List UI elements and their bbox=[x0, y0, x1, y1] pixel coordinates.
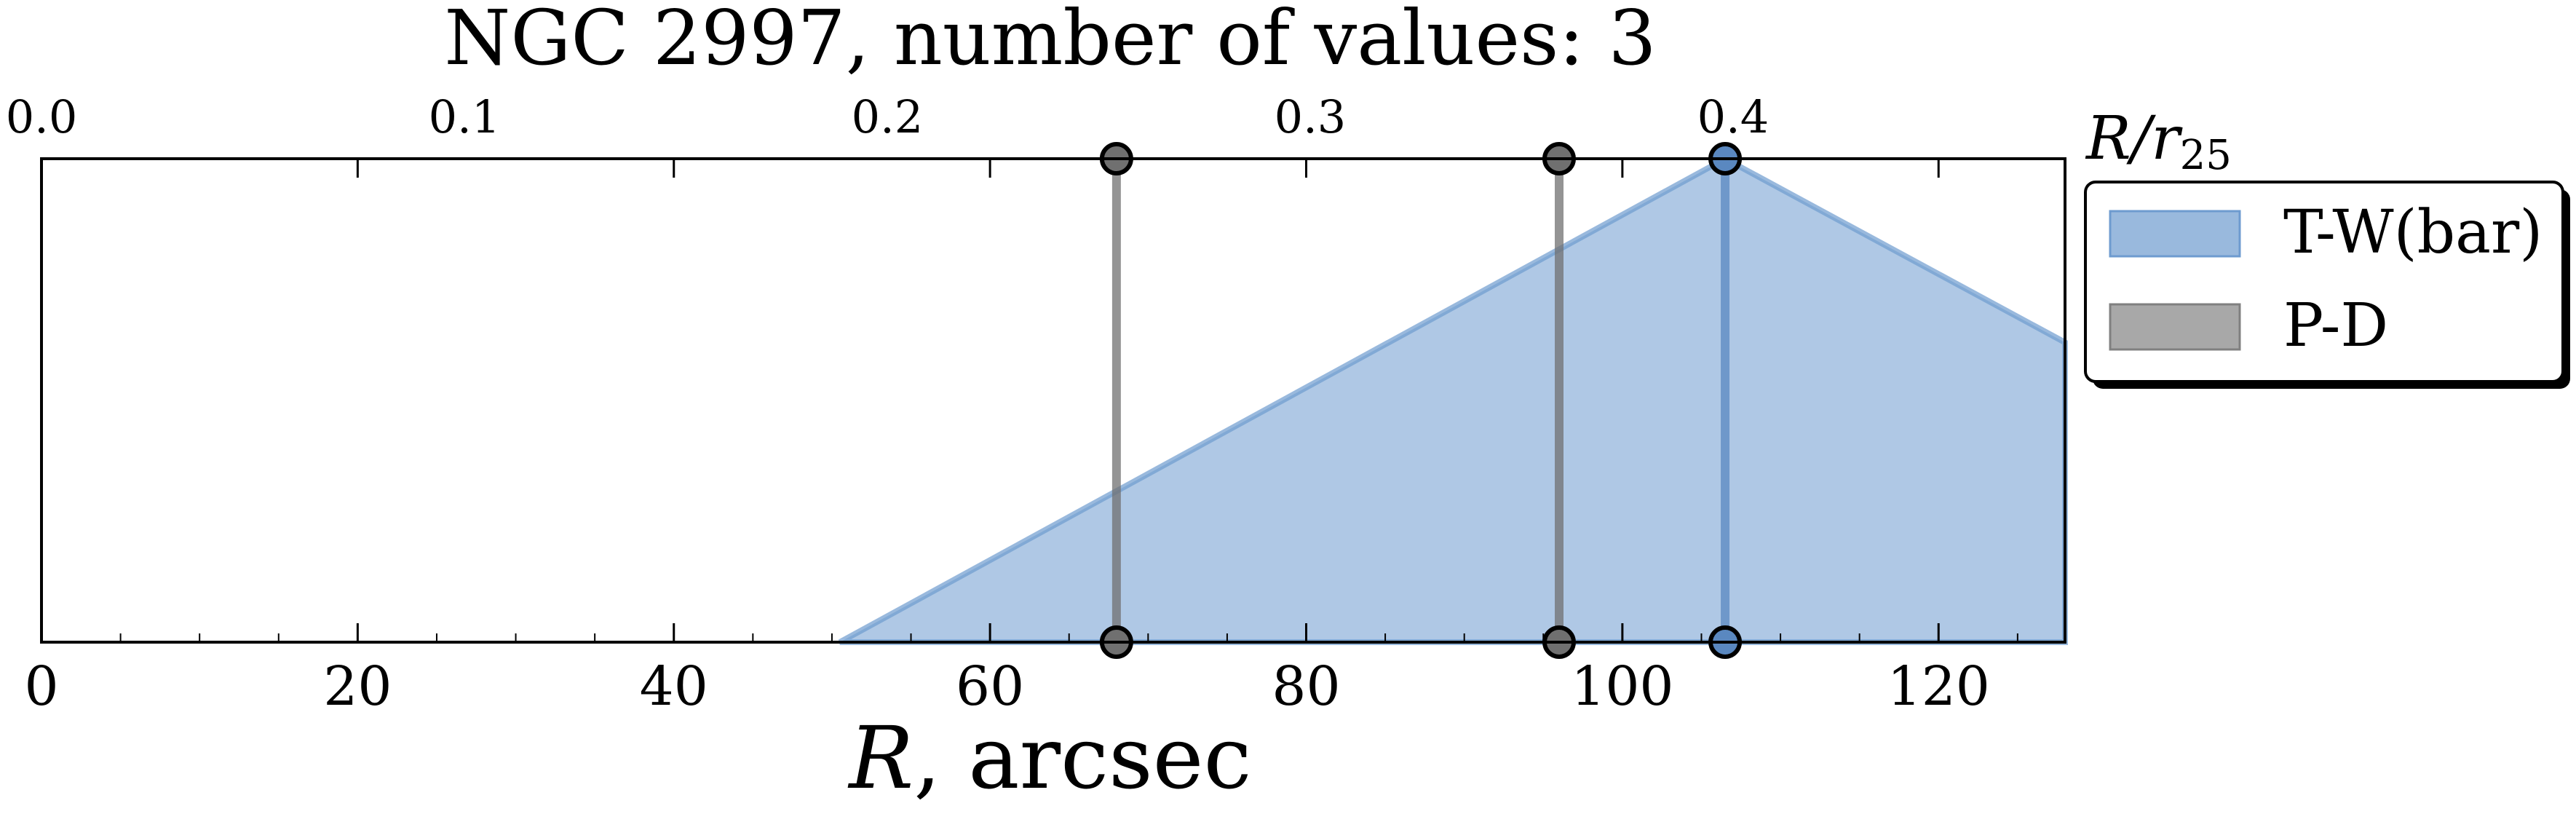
legend-swatch-tw-bar bbox=[2109, 210, 2241, 258]
bottom-tick-label-120: 120 bbox=[1887, 655, 1990, 718]
bottom-tick-label-100: 100 bbox=[1571, 655, 1673, 718]
top-tick-label-2: 0.2 bbox=[852, 90, 924, 143]
x-axis-label-unit: , arcsec bbox=[914, 708, 1251, 808]
tw-bar-area bbox=[838, 155, 2068, 645]
legend: T-W(bar) P-D bbox=[2084, 181, 2570, 389]
chart-title: NGC 2997, number of values: 3 bbox=[444, 0, 1656, 82]
axis-ticks: 0 20 40 60 80 100 120 0.0 0.1 0.2 0.3 0.4 bbox=[6, 90, 2018, 718]
bottom-tick-label-20: 20 bbox=[323, 655, 392, 718]
top-tick-label-0: 0.0 bbox=[6, 90, 78, 143]
legend-label-p-d: P-D bbox=[2283, 291, 2388, 360]
top-axis-label-subscript: 25 bbox=[2180, 132, 2232, 179]
top-tick-label-4: 0.4 bbox=[1697, 90, 1769, 143]
top-axis-label-base: R/r bbox=[2085, 104, 2183, 173]
bottom-tick-label-40: 40 bbox=[640, 655, 708, 718]
top-tick-label-1: 0.1 bbox=[429, 90, 501, 143]
plot-frame bbox=[40, 157, 2066, 644]
top-axis-label: R/r25 bbox=[2085, 104, 2232, 179]
top-tick-label-3: 0.3 bbox=[1275, 90, 1347, 143]
x-axis-label: R, arcsec bbox=[847, 708, 1251, 808]
bottom-tick-label-60: 60 bbox=[956, 655, 1024, 718]
bottom-tick-label-0: 0 bbox=[24, 655, 58, 718]
x-axis-label-symbol: R bbox=[847, 708, 914, 808]
legend-swatch-p-d bbox=[2109, 303, 2241, 351]
bottom-tick-label-80: 80 bbox=[1272, 655, 1340, 718]
legend-label-tw-bar: T-W(bar) bbox=[2283, 198, 2543, 267]
plot-area bbox=[838, 142, 2068, 659]
